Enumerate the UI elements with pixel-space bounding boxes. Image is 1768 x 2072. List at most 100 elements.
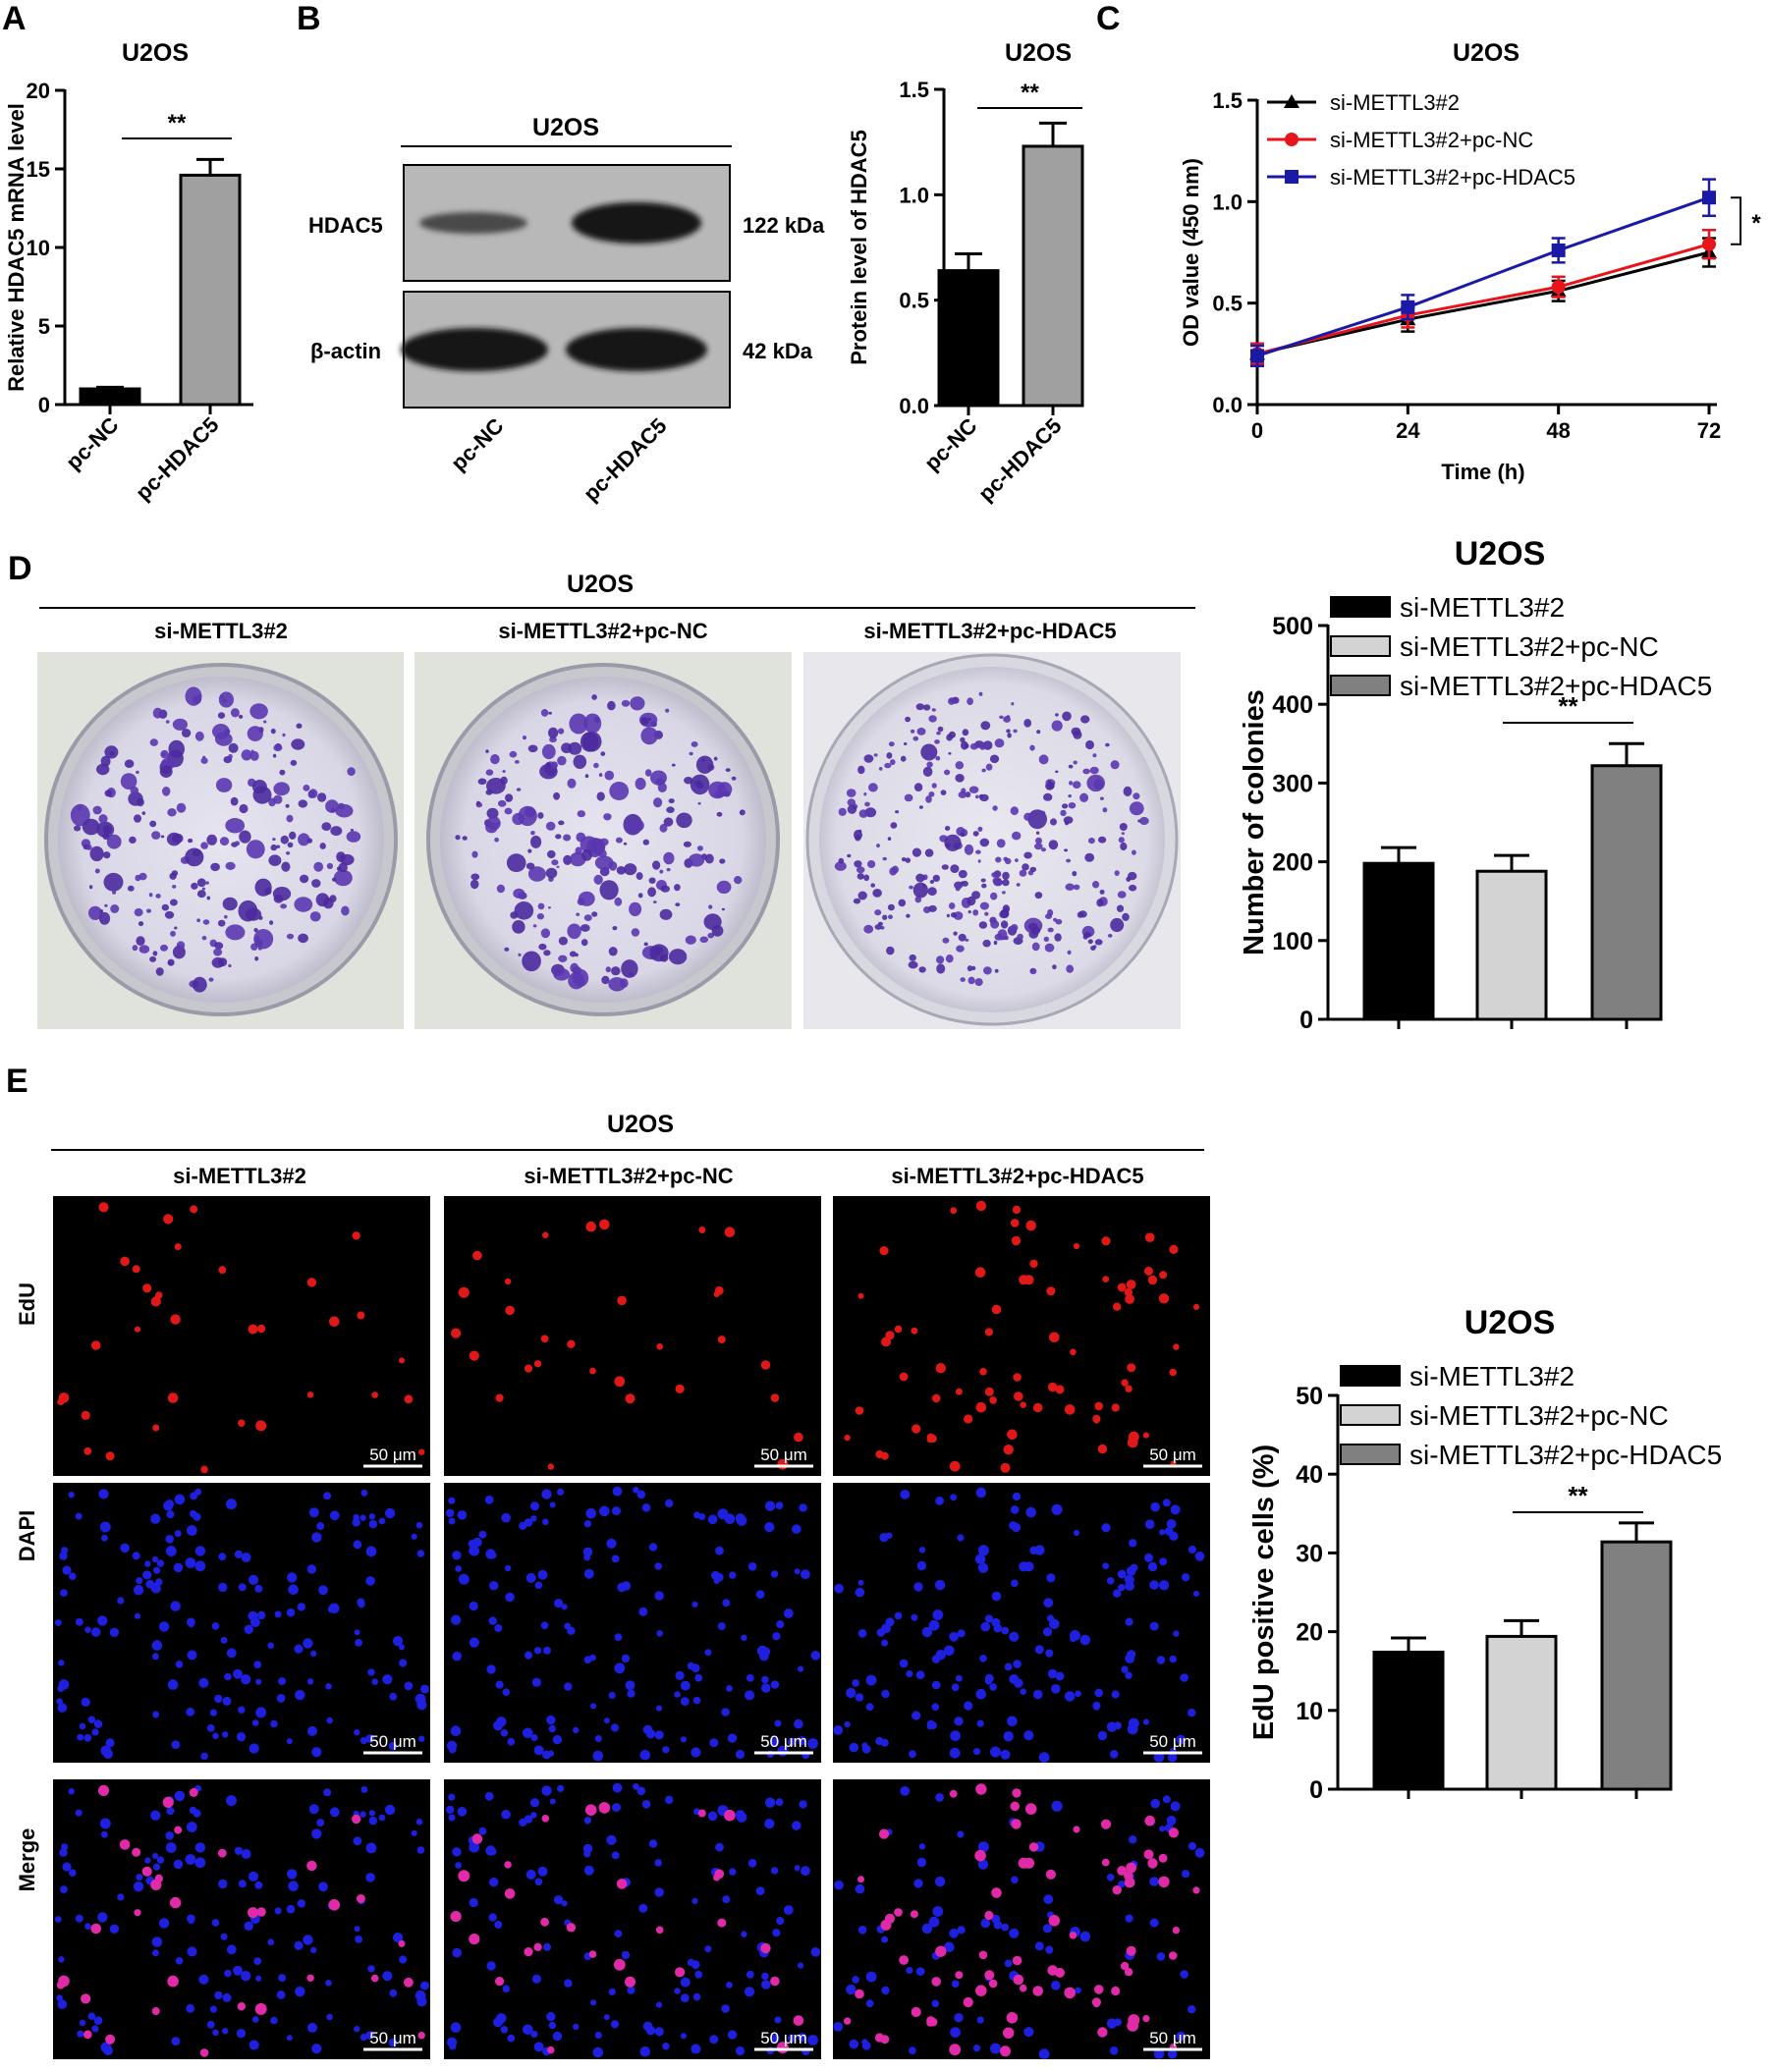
edu-nucleus <box>899 1372 909 1382</box>
colony <box>273 782 291 796</box>
colony <box>631 928 640 937</box>
nucleus <box>633 1783 639 1790</box>
nucleus <box>365 1734 375 1743</box>
colony <box>522 736 527 740</box>
nucleus <box>975 1688 987 1700</box>
nucleus <box>755 1886 765 1895</box>
nucleus <box>1142 1718 1149 1725</box>
merged-nucleus <box>306 1974 314 1982</box>
edu-nucleus <box>1012 1205 1022 1215</box>
scale-bar-label: 50 μm <box>760 2029 807 2047</box>
nucleus <box>212 2029 219 2037</box>
colony <box>965 743 969 749</box>
edu-nucleus <box>614 1376 626 1388</box>
colony <box>948 731 957 738</box>
colony <box>721 907 726 911</box>
nucleus <box>101 1534 108 1542</box>
colony <box>854 860 862 868</box>
edu-nucleus <box>120 1256 130 1267</box>
nucleus <box>1121 1665 1129 1673</box>
colony <box>553 791 561 800</box>
colony <box>647 887 656 898</box>
colony <box>967 965 973 972</box>
nucleus <box>533 1745 544 1756</box>
nucleus <box>220 1933 228 1940</box>
nucleus <box>692 1696 701 1705</box>
colony <box>558 820 565 826</box>
nucleus <box>253 1957 262 1965</box>
colony <box>684 777 693 785</box>
nucleus <box>478 1530 487 1539</box>
nucleus <box>876 1628 886 1637</box>
nucleus <box>585 1507 596 1519</box>
nucleus <box>1051 1981 1061 1990</box>
colony <box>510 911 519 919</box>
nucleus <box>1182 1573 1190 1582</box>
colony <box>955 774 965 783</box>
nucleus <box>530 1515 537 1522</box>
nucleus <box>1188 1841 1196 1851</box>
colony <box>856 873 864 880</box>
colony <box>608 861 618 871</box>
legend-swatch <box>1330 635 1391 657</box>
nucleus <box>582 1547 593 1557</box>
colony <box>230 708 240 718</box>
nucleus <box>810 1947 821 1957</box>
colony <box>1073 760 1077 765</box>
colony <box>1139 816 1149 826</box>
panel-letter: C <box>1096 0 1121 37</box>
colony <box>298 933 308 944</box>
nucleus <box>976 2016 984 2024</box>
nucleus <box>1130 1563 1138 1572</box>
colony <box>950 864 960 873</box>
band-actin-pc-nc <box>401 328 548 371</box>
nucleus <box>307 2022 317 2033</box>
nucleus <box>707 1811 718 1822</box>
merged-nucleus <box>105 2034 116 2045</box>
nucleus <box>485 1845 496 1856</box>
merged-nucleus <box>714 1869 725 1880</box>
colony <box>858 768 863 774</box>
nucleus <box>674 1691 681 1698</box>
nucleus <box>691 1897 698 1904</box>
colony <box>580 939 588 947</box>
colony <box>281 861 291 872</box>
nucleus <box>1034 1645 1044 1655</box>
colony <box>635 872 643 881</box>
colony <box>273 894 284 903</box>
nucleus <box>416 1846 425 1854</box>
colony <box>200 757 208 764</box>
nucleus <box>648 1543 658 1552</box>
colony <box>1003 716 1011 723</box>
colony <box>138 921 144 927</box>
colony <box>234 841 241 846</box>
colony <box>599 880 619 900</box>
nucleus <box>1011 1876 1019 1884</box>
colony <box>890 822 898 829</box>
colony <box>545 821 556 831</box>
nucleus <box>1093 1704 1100 1711</box>
colony <box>889 867 898 876</box>
colony <box>838 857 845 864</box>
nucleus <box>484 1791 494 1801</box>
nucleus <box>171 1740 181 1749</box>
nucleus <box>384 1804 396 1816</box>
colony <box>217 712 226 719</box>
nucleus <box>788 1737 797 1746</box>
nucleus <box>1170 1801 1181 1812</box>
colony <box>545 867 558 879</box>
panel-a: A U2OS 0 5 10 15 20 Relative HDAC5 mRNA level pc… <box>0 0 275 530</box>
colony <box>1120 842 1128 851</box>
y-tick-label: 200 <box>1272 849 1313 877</box>
colony <box>272 838 276 842</box>
nucleus <box>365 1576 375 1586</box>
nucleus <box>222 2028 229 2035</box>
edu-nucleus <box>714 1285 724 1295</box>
colony <box>912 736 919 741</box>
nucleus <box>627 1986 635 1994</box>
nucleus <box>1045 1945 1054 1954</box>
dish-image-3 <box>803 652 1181 1029</box>
colony <box>725 768 731 772</box>
colony <box>567 778 577 789</box>
nucleus <box>794 1568 801 1575</box>
